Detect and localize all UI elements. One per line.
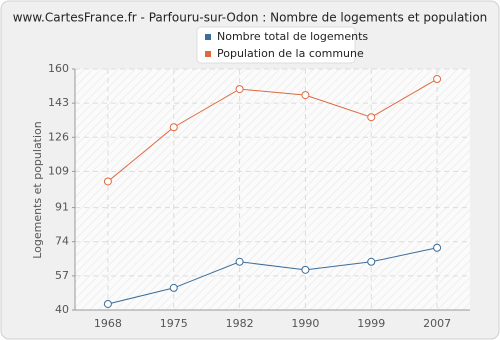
- y-tick-label: 57: [55, 269, 69, 282]
- data-point: [433, 243, 442, 252]
- y-tick-label: 91: [55, 201, 69, 214]
- legend-swatch: [205, 34, 211, 40]
- data-point: [169, 123, 178, 132]
- data-point: [367, 113, 376, 122]
- data-point: [301, 265, 310, 274]
- x-tick-label: 1999: [357, 317, 385, 330]
- y-axis-label: Logements et population: [31, 121, 44, 259]
- legend: [196, 26, 356, 64]
- x-tick-label: 1982: [226, 317, 254, 330]
- y-tick-label: 143: [48, 96, 69, 109]
- data-point: [235, 85, 244, 94]
- plot-area: [75, 69, 470, 310]
- x-tick-label: 2007: [423, 317, 451, 330]
- chart-title: www.CartesFrance.fr - Parfouru-sur-Odon …: [13, 11, 488, 25]
- data-point: [169, 283, 178, 292]
- data-point: [235, 257, 244, 266]
- x-tick-label: 1968: [94, 317, 122, 330]
- legend-label: Population de la commune: [217, 47, 364, 60]
- legend-swatch: [205, 51, 211, 57]
- data-point: [103, 299, 112, 308]
- y-tick-label: 126: [48, 130, 69, 143]
- y-tick-label: 40: [55, 303, 69, 316]
- data-point: [367, 257, 376, 266]
- y-tick-label: 74: [55, 235, 69, 248]
- series-line: [107, 247, 438, 305]
- data-point: [301, 91, 310, 100]
- x-tick-label: 1975: [160, 317, 188, 330]
- y-tick-label: 109: [48, 164, 69, 177]
- data-point: [433, 75, 442, 84]
- series-line: [107, 78, 438, 182]
- y-tick-label: 160: [48, 62, 69, 75]
- data-point: [103, 177, 112, 186]
- x-tick-label: 1990: [291, 317, 319, 330]
- legend-label: Nombre total de logements: [217, 30, 368, 43]
